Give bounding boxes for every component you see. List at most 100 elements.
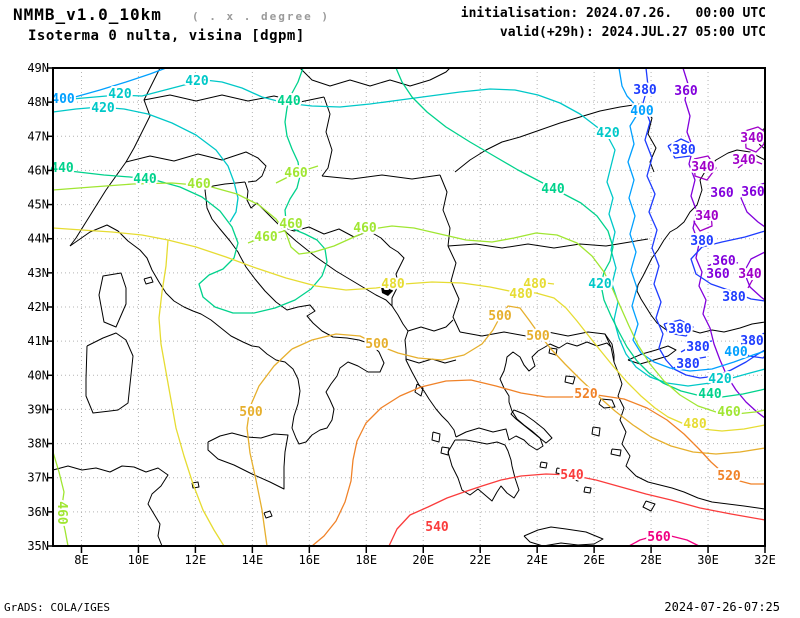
contour-label-340: 340 (691, 160, 715, 175)
contour-label-500: 500 (526, 329, 550, 344)
contour-label-560: 560 (647, 530, 671, 545)
lat-tick-label: 48N (27, 95, 49, 109)
contour-label-380: 380 (668, 322, 692, 337)
island-corfu (414, 383, 424, 397)
lat-tick-label: 42N (27, 300, 49, 314)
model-title: NMMB_v1.0_10km (13, 5, 162, 24)
lon-tick-label: 26E (583, 553, 605, 567)
contour-360 (707, 258, 739, 267)
island-crete (523, 526, 604, 547)
island-pantelleria (191, 481, 200, 489)
contour-label-360: 360 (674, 84, 698, 99)
island-lemnos (564, 375, 576, 385)
contour-label-380: 380 (740, 334, 764, 349)
contour-480 (167, 239, 766, 432)
contour-label-540: 540 (560, 468, 584, 483)
axes: 8E 10E 12E 14E 16E 18E 20E 22E 24E 26E 28E 30E 32E 49… (27, 61, 776, 567)
lon-tick-label: 14E (242, 553, 264, 567)
contour-label-380: 380 (676, 357, 700, 372)
coastline-peloponnese (447, 439, 520, 502)
coastline-marmara (627, 345, 677, 365)
lon-tick-label: 22E (469, 553, 491, 567)
contour-420 (52, 79, 766, 387)
contour-420 (52, 106, 239, 223)
contour-label-460: 460 (187, 177, 211, 192)
lon-tick-label: 20E (412, 553, 434, 567)
contour-380 (740, 332, 766, 359)
island-zakynthos (440, 446, 450, 456)
contour-360 (740, 182, 766, 228)
contour-label-380: 380 (686, 340, 710, 355)
contour-label-360: 360 (712, 254, 736, 269)
contour-label-420: 420 (185, 74, 209, 89)
contour-label-360: 360 (706, 267, 730, 282)
contour-380 (680, 340, 713, 353)
contour-380 (642, 67, 766, 379)
island-samos (610, 448, 622, 457)
border-alps-north (143, 94, 325, 103)
border-romania-bulgaria (447, 238, 649, 249)
contour-label-360: 360 (741, 185, 765, 200)
contour-label-460: 460 (279, 217, 303, 232)
contour-480 (519, 281, 555, 291)
contour-label-440: 440 (133, 172, 157, 187)
contour-label-500: 500 (365, 337, 389, 352)
contour-540 (388, 473, 766, 547)
lat-tick-label: 36N (27, 505, 49, 519)
contour-label-420: 420 (588, 277, 612, 292)
contour-label-340: 340 (738, 267, 762, 282)
lat-tick-label: 44N (27, 232, 49, 246)
island-kefalonia (431, 431, 441, 443)
island-cyclades-4 (539, 461, 548, 469)
border-bulgaria-turkey (604, 333, 615, 362)
lat-tick-label: 40N (27, 368, 49, 382)
contour-500 (246, 348, 293, 547)
contour-label-360: 360 (710, 186, 734, 201)
contour-460 (52, 182, 766, 415)
coastline-crimea-edge (754, 127, 766, 150)
contour-label-380: 380 (672, 143, 696, 158)
lat-tick-label: 43N (27, 266, 49, 280)
island-malta (263, 510, 273, 519)
contour-label-460: 460 (353, 221, 377, 236)
contour-label-460: 460 (284, 166, 308, 181)
island-sardinia (85, 332, 134, 414)
contour-lines (52, 67, 766, 547)
contour-340 (737, 158, 763, 169)
coastline-greece-turkey (455, 341, 766, 510)
coastline-tunisia (52, 465, 169, 547)
contour-440 (52, 67, 328, 314)
lon-tick-label: 30E (697, 553, 719, 567)
contour-label-500: 500 (239, 405, 263, 420)
contour-label-520: 520 (717, 469, 741, 484)
lat-tick-label: 46N (27, 163, 49, 177)
lon-tick-label: 18E (355, 553, 377, 567)
contour-400 (618, 67, 766, 372)
contour-400 (52, 67, 167, 104)
contour-460 (247, 230, 285, 244)
border-hungary-croatia-serbia (321, 174, 441, 180)
lat-tick-label: 37N (27, 471, 49, 485)
contour-label-420: 420 (596, 126, 620, 141)
valid-time: valid(+29h): 2024.JUL.27 05:00 UTC (499, 25, 766, 40)
contour-label-420: 420 (91, 101, 115, 116)
lat-tick-label: 47N (27, 129, 49, 143)
contour-label-420: 420 (708, 372, 732, 387)
contour-520 (311, 379, 765, 547)
island-cyclades-1 (570, 473, 580, 482)
contour-560 (628, 535, 700, 547)
lat-tick-label: 49N (27, 61, 49, 75)
contour-460 (275, 165, 319, 184)
lat-tick-label: 35N (27, 539, 49, 553)
contour-label-400: 400 (630, 104, 654, 119)
contour-label-440: 440 (541, 182, 565, 197)
lat-tick-label: 39N (27, 402, 49, 416)
contour-label-340: 340 (732, 153, 756, 168)
contour-label-480: 480 (509, 287, 533, 302)
contour-360 (743, 251, 766, 301)
contour-label-500: 500 (488, 309, 512, 324)
coastline-black-sea (636, 149, 766, 335)
contour-380 (671, 356, 707, 370)
